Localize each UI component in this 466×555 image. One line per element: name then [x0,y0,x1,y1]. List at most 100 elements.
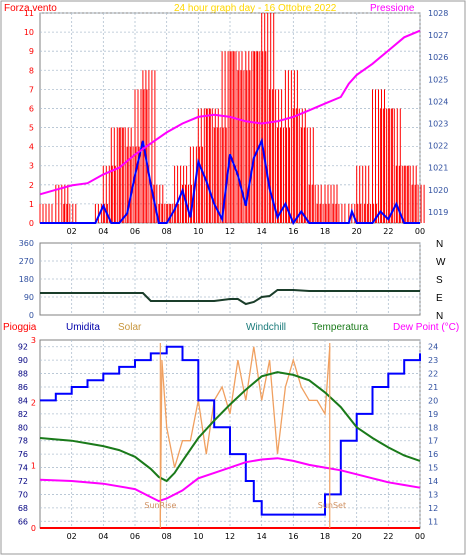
compass-letter: N [436,311,443,322]
wind-tick-label: 8 [29,66,34,75]
x-tick-label: 10 [193,532,203,541]
temperature-tick-label: 13 [428,490,438,499]
temperature-series [39,371,421,483]
temperature-tick-label: 12 [428,504,438,513]
wind-tick-label: 2 [29,181,34,190]
x-tick-label: 14 [257,532,267,541]
temperature-tick-label: 18 [428,423,438,432]
humidity-tick-label: 66 [18,517,28,526]
humidity-tick-label: 72 [18,477,28,486]
legend-solar: Solar [118,322,142,333]
rain-tick-label: 1 [31,461,36,470]
rain-tick-label: 3 [31,336,36,345]
wind-tick-label: 9 [29,47,34,56]
temperature-tick-label: 22 [428,370,438,379]
temperature-tick-label: 20 [428,396,438,405]
x-tick-label: 00 [415,227,425,236]
humidity-tick-label: 70 [18,490,28,499]
wind-tick-label: 4 [29,143,34,152]
temperature-tick-label: 24 [428,343,438,352]
wind-average-series [40,137,420,226]
pressure-tick-label: 1021 [428,164,448,173]
wind-tick-label: 0 [29,219,34,228]
humidity-tick-label: 74 [18,464,28,473]
humidity-tick-label: 80 [18,423,28,432]
wind-tick-label: 3 [29,162,34,171]
humidity-tick-label: 76 [18,450,28,459]
pressure-series [39,29,421,196]
humidity-tick-label: 84 [18,396,28,405]
temperature-tick-label: 21 [428,383,438,392]
sunrise-label: SunRise [144,501,176,510]
humidity-tick-label: 88 [18,370,28,379]
temperature-tick-label: 16 [428,450,438,459]
humidity-tick-label: 86 [18,383,28,392]
humidity-tick-label: 68 [18,504,28,513]
x-tick-label: 00 [415,532,425,541]
humidity-tick-label: 90 [18,356,28,365]
x-tick-label: 22 [383,532,393,541]
direction-tick-label: 360 [19,239,34,248]
graph-title: 24 hour graph day - 16 Ottobre 2022 [174,3,337,14]
wind-tick-label: 6 [29,104,34,113]
temperature-tick-label: 11 [428,517,438,526]
wind-tick-label: 10 [24,28,34,37]
direction-tick-label: 180 [19,275,34,284]
humidity-tick-label: 92 [18,343,28,352]
compass-letter: E [436,293,443,304]
x-tick-label: 22 [383,227,393,236]
legend-dew-point: Dew Point (°C) [393,322,459,333]
pressure-tick-label: 1023 [428,120,448,129]
pressure-tick-label: 1025 [428,75,448,84]
temperature-tick-label: 23 [428,356,438,365]
legend-windchill: Windchill [246,322,286,333]
x-tick-label: 06 [130,227,140,236]
x-tick-label: 12 [225,227,235,236]
wind-axis-title: Forza vento [4,3,57,14]
x-tick-label: 20 [352,227,362,236]
humidity-tick-label: 78 [18,437,28,446]
pressure-tick-label: 1020 [428,186,448,195]
direction-tick-label: 270 [19,257,34,266]
humidity-tick-label: 82 [18,410,28,419]
temperature-tick-label: 19 [428,410,438,419]
x-tick-label: 20 [352,532,362,541]
compass-letter: N [436,239,443,250]
pressure-tick-label: 1024 [428,97,448,106]
wind-tick-label: 7 [29,85,34,94]
direction-tick-label: 90 [24,293,34,302]
x-tick-label: 14 [257,227,267,236]
x-tick-label: 16 [288,532,298,541]
x-tick-label: 10 [193,227,203,236]
x-tick-label: 18 [320,227,330,236]
x-tick-label: 08 [162,227,172,236]
x-tick-label: 02 [67,227,77,236]
solar-series [159,346,331,522]
legend-temperature: Temperatura [312,322,369,333]
wind-tick-label: 5 [29,124,34,133]
legend-rain: Pioggia [3,322,37,333]
rain-tick-label: 0 [31,524,36,533]
x-tick-label: 08 [162,532,172,541]
pressure-tick-label: 1027 [428,31,448,40]
dew-point-series [39,457,421,503]
temperature-tick-label: 14 [428,477,438,486]
x-tick-label: 02 [67,532,77,541]
temperature-tick-label: 15 [428,464,438,473]
pressure-axis-title: Pressione [370,3,415,14]
x-tick-label: 06 [130,532,140,541]
compass-letter: S [436,275,443,286]
compass-letter: W [436,257,446,268]
pressure-tick-label: 1019 [428,208,448,217]
wind-tick-label: 1 [29,200,34,209]
direction-tick-label: 0 [29,311,34,320]
temperature-tick-label: 17 [428,437,438,446]
x-tick-label: 12 [225,532,235,541]
rain-tick-label: 2 [31,399,36,408]
wind-direction-series [40,289,420,306]
x-tick-label: 04 [98,227,108,236]
x-tick-label: 04 [98,532,108,541]
x-tick-label: 18 [320,532,330,541]
